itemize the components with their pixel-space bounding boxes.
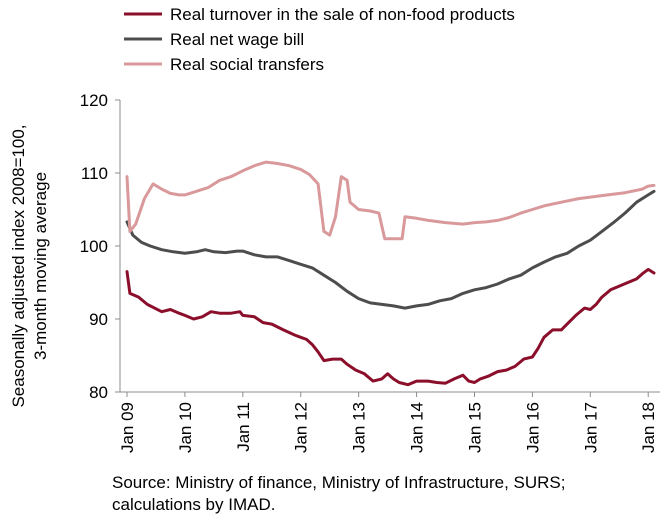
line-chart: Real turnover in the sale of non-food pr… — [9, 5, 660, 453]
x-axis-ticks: Jan 09 Jan 10 Jan 11 Jan 12 Jan 13 Jan 14 Jan … — [118, 392, 658, 453]
x-tick-label: Jan 15 — [465, 402, 484, 453]
legend-label: Real social transfers — [170, 55, 324, 74]
y-tick-label: 90 — [89, 310, 108, 329]
y-axis-title-line: Seasonally adjusted index 2008=100, — [9, 124, 28, 407]
y-tick-label: 100 — [80, 237, 108, 256]
x-tick-label: Jan 17 — [581, 402, 600, 453]
series-lines — [125, 160, 656, 387]
x-tick-label: Jan 18 — [639, 402, 658, 453]
x-tick-label: Jan 10 — [176, 402, 195, 453]
plot-area — [119, 100, 660, 393]
x-tick-label: Jan 13 — [350, 402, 369, 453]
x-tick-label: Jan 09 — [118, 402, 137, 453]
series-line-3 — [125, 160, 656, 241]
legend-label: Real net wage bill — [170, 30, 304, 49]
y-tick-label: 120 — [80, 91, 108, 110]
y-axis-title-line: 3-month moving average — [31, 172, 50, 360]
source-note: Source: Ministry of finance, Ministry of… — [112, 473, 566, 514]
series-line-2 — [125, 189, 656, 310]
y-tick-label: 110 — [81, 164, 108, 183]
x-tick-label: Jan 16 — [523, 402, 542, 453]
y-tick-label: 80 — [89, 383, 108, 402]
series-line-1 — [125, 267, 656, 387]
legend: Real turnover in the sale of non-food pr… — [124, 5, 515, 74]
legend-label: Real turnover in the sale of non-food pr… — [170, 5, 515, 24]
x-tick-label: Jan 11 — [234, 402, 253, 452]
y-axis-title: Seasonally adjusted index 2008=100, 3-mon… — [9, 124, 50, 407]
x-tick-label: Jan 14 — [408, 402, 427, 453]
y-axis-ticks: 80 90 100 110 120 — [80, 91, 120, 402]
x-tick-label: Jan 12 — [292, 402, 311, 453]
